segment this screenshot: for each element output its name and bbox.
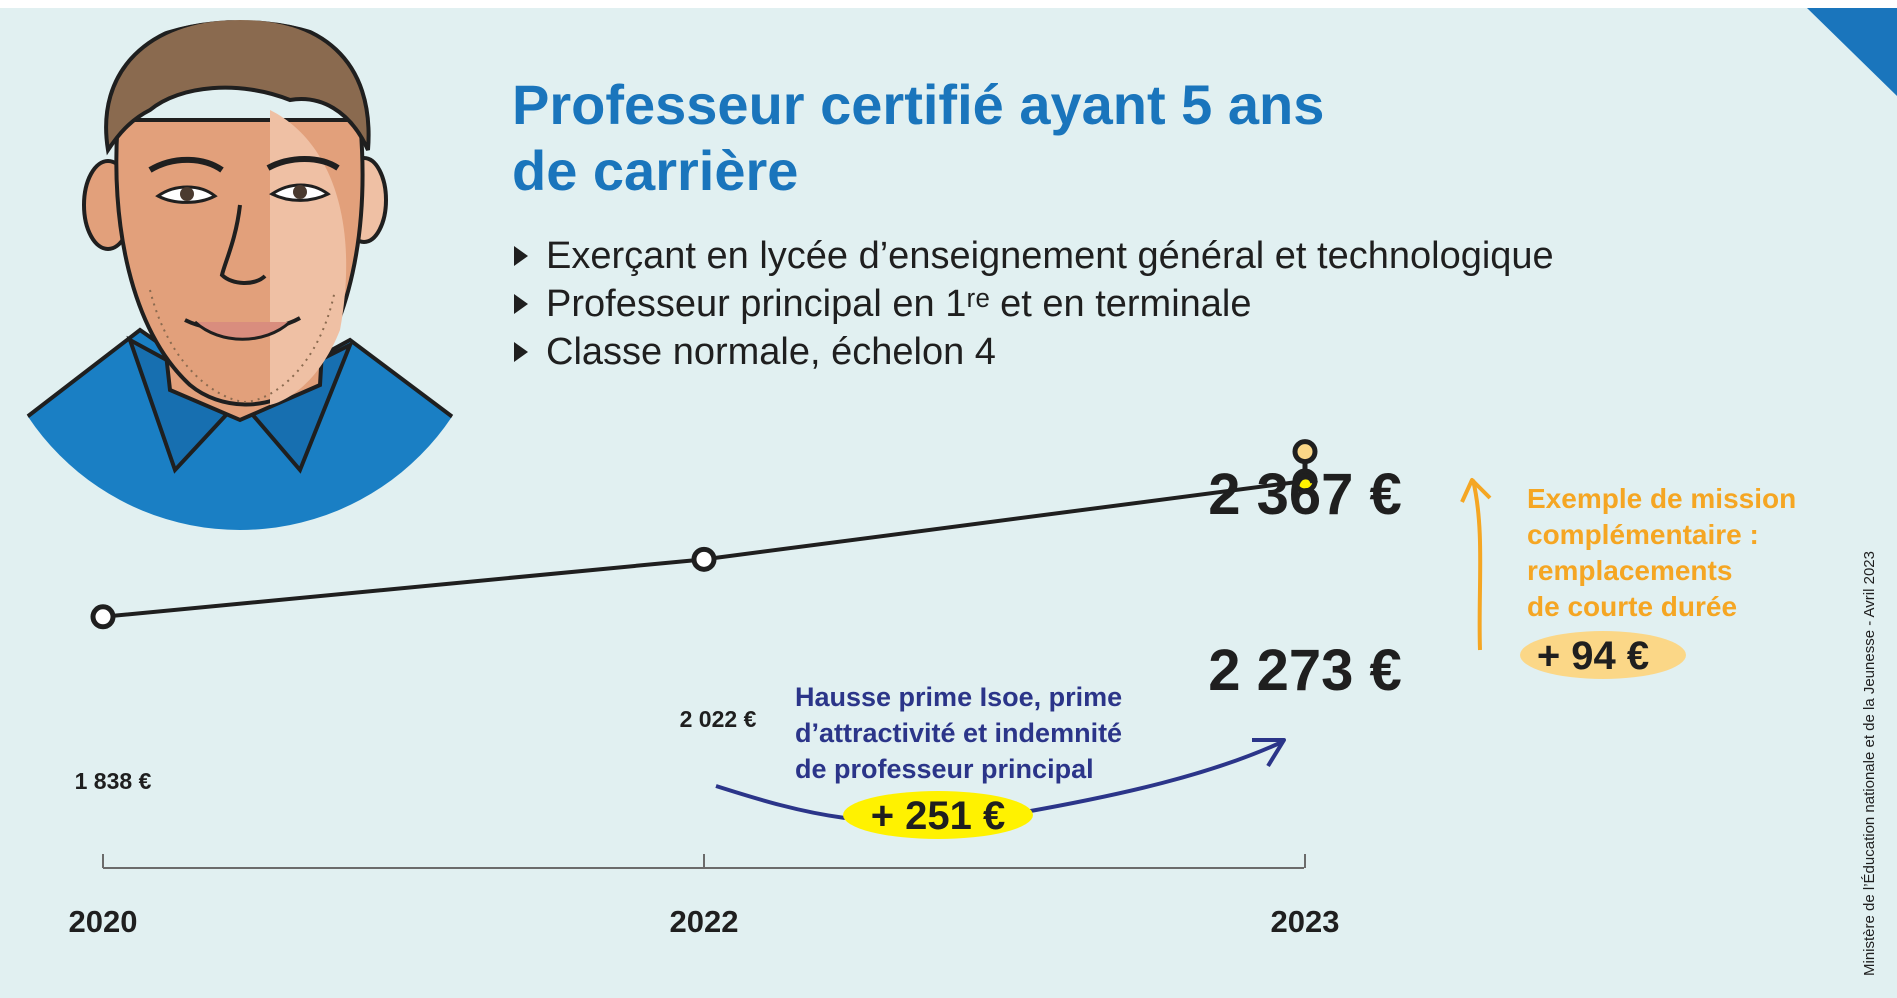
bullet-text-grade: Classe normale, échelon 4 (546, 331, 996, 373)
extension-data-point (1292, 439, 1318, 465)
increase-arrow-shaft (1024, 740, 1283, 814)
data-labels: 1 838 € 2 022 € 2 273 € 2 367 € (75, 462, 1402, 794)
data-label: 1 838 € (75, 768, 152, 794)
increase-arrow-tail (715, 784, 846, 820)
bullet-text-school: Exerçant en lycée d’enseignement général… (546, 235, 1554, 277)
increase-badge-text: + 251 € (871, 794, 1006, 838)
title-line-1: Professeur certifié ayant 5 ans (512, 73, 1325, 136)
bullet-item: Professeur principal en 1ʳᵉ et en termin… (514, 280, 1554, 328)
extension-data-label: 2 367 € (1208, 462, 1402, 527)
mission-arrowhead-icon (1460, 478, 1492, 503)
increase-annotation-line: de professeur principal (795, 754, 1094, 784)
data-point (1292, 468, 1318, 494)
page-title: Professeur certifié ayant 5 ans de carri… (512, 72, 1324, 204)
x-axis-ticks (102, 854, 1306, 868)
x-axis-tick-labels: 2020 2022 2023 (69, 904, 1340, 939)
mission-annotation-line: de courte durée (1527, 591, 1737, 622)
source-credit: Ministère de l’Éducation nationale et de… (1861, 551, 1878, 976)
mission-annotation: Exemple de mission complémentaire : rempla… (1527, 483, 1796, 622)
increase-badge-highlight (843, 791, 1033, 839)
teacher-portrait (8, 20, 472, 530)
triangle-bullet-icon (514, 294, 528, 314)
x-axis-year-label: 2020 (69, 904, 138, 939)
data-points (90, 439, 1318, 630)
mission-arrow-shaft (1471, 479, 1483, 651)
x-axis-year-label: 2022 (670, 904, 739, 939)
mission-badge-text: + 94 € (1537, 634, 1649, 678)
mission-annotation-line: complémentaire : (1527, 519, 1759, 550)
bullet-item: Classe normale, échelon 4 (514, 328, 1554, 376)
bullet-text-role: Professeur principal en 1ʳᵉ et en termin… (546, 283, 1252, 325)
increase-annotation: Hausse prime Isoe, prime d’attractivité e… (795, 682, 1122, 784)
bullet-item: Exerçant en lycée d’enseignement général… (514, 232, 1554, 280)
increase-arrowhead-icon (1252, 738, 1286, 768)
title-line-2: de carrière (512, 139, 799, 202)
mission-badge-highlight (1520, 631, 1686, 679)
data-label: 2 022 € (680, 706, 757, 732)
data-point (90, 604, 116, 630)
mission-annotation-line: Exemple de mission (1527, 483, 1796, 514)
increase-annotation-line: Hausse prime Isoe, prime (795, 682, 1122, 712)
mission-annotation-line: remplacements (1527, 555, 1732, 586)
triangle-bullet-icon (514, 246, 528, 266)
increase-annotation-line: d’attractivité et indemnité (795, 718, 1122, 748)
x-axis-year-label: 2023 (1271, 904, 1340, 939)
data-point (691, 546, 717, 572)
triangle-bullet-icon (514, 342, 528, 362)
page-corner-fold (1807, 8, 1897, 96)
data-label: 2 273 € (1208, 638, 1402, 703)
profile-bullet-list: Exerçant en lycée d’enseignement général… (514, 232, 1554, 376)
